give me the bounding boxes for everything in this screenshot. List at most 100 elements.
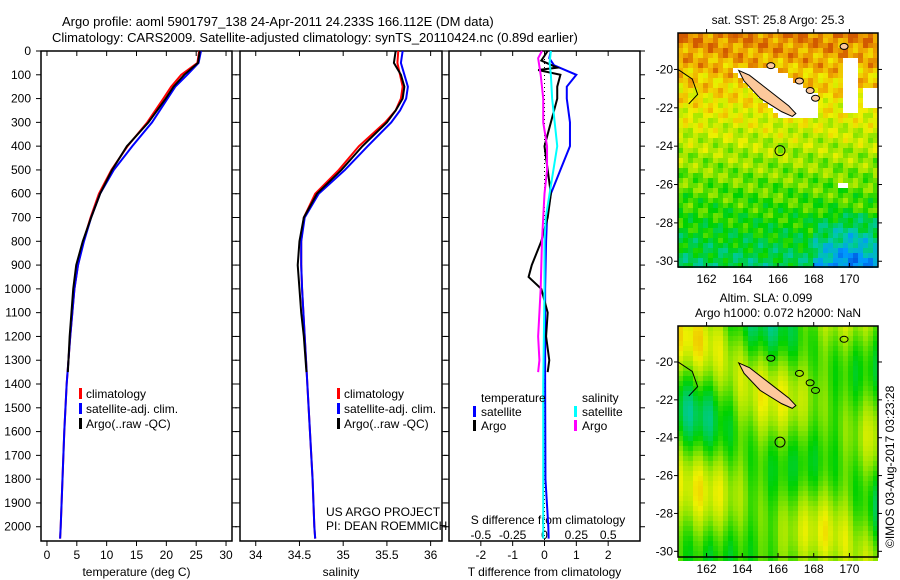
map-cell bbox=[863, 446, 868, 451]
map-cell bbox=[723, 43, 728, 48]
map-cell bbox=[863, 411, 868, 416]
map-cell bbox=[838, 233, 843, 238]
map-cell bbox=[863, 371, 868, 376]
map-cell bbox=[793, 258, 798, 263]
map-cell bbox=[713, 83, 718, 88]
map-cell bbox=[828, 431, 833, 436]
map-cell bbox=[873, 506, 878, 511]
map-cell bbox=[693, 148, 698, 153]
map-cell bbox=[833, 238, 838, 243]
map-cell bbox=[798, 38, 803, 43]
map-cell bbox=[678, 506, 683, 511]
map-cell bbox=[818, 461, 823, 466]
x-axis-label: T difference from climatology bbox=[468, 565, 622, 579]
map-cell bbox=[798, 178, 803, 183]
map-cell bbox=[758, 536, 763, 541]
map-cell bbox=[763, 461, 768, 466]
map-cell bbox=[768, 263, 773, 268]
map-cell bbox=[688, 43, 693, 48]
map-cell bbox=[713, 103, 718, 108]
map-cell bbox=[843, 396, 848, 401]
map-cell bbox=[703, 326, 708, 331]
map-cell bbox=[698, 466, 703, 471]
map-cell bbox=[738, 411, 743, 416]
map-cell bbox=[773, 138, 778, 143]
map-cell bbox=[738, 521, 743, 526]
map-cell bbox=[678, 178, 683, 183]
map-cell bbox=[823, 88, 828, 93]
map-cell bbox=[818, 421, 823, 426]
map-cell bbox=[783, 163, 788, 168]
map-cell bbox=[783, 213, 788, 218]
map-cell bbox=[753, 336, 758, 341]
map-cell bbox=[863, 501, 868, 506]
map-cell bbox=[793, 128, 798, 133]
map-cell bbox=[678, 188, 683, 193]
map-cell bbox=[743, 451, 748, 456]
map-cell bbox=[738, 208, 743, 213]
map-cell bbox=[788, 331, 793, 336]
map-cell bbox=[823, 58, 828, 63]
y-tick-label: -28 bbox=[656, 216, 674, 230]
map-cell bbox=[798, 401, 803, 406]
map-cell bbox=[678, 168, 683, 173]
map-cell bbox=[773, 336, 778, 341]
map-cell bbox=[708, 108, 713, 113]
map-cell bbox=[678, 193, 683, 198]
map-cell bbox=[818, 361, 823, 366]
map-cell bbox=[768, 481, 773, 486]
map-cell bbox=[718, 556, 723, 561]
map-cell bbox=[693, 123, 698, 128]
map-cell bbox=[698, 501, 703, 506]
map-cell bbox=[758, 326, 763, 331]
map-cell bbox=[708, 198, 713, 203]
map-cell bbox=[743, 491, 748, 496]
map-cell bbox=[773, 361, 778, 366]
map-cell bbox=[868, 451, 873, 456]
map-cell bbox=[823, 258, 828, 263]
map-cell bbox=[868, 118, 873, 123]
map-cell bbox=[753, 341, 758, 346]
map-cell bbox=[788, 521, 793, 526]
x-tick-label: 35.5 bbox=[375, 548, 399, 562]
map-cell bbox=[713, 406, 718, 411]
map-cell bbox=[838, 253, 843, 258]
map-cell bbox=[763, 233, 768, 238]
map-cell bbox=[768, 143, 773, 148]
map-cell bbox=[678, 88, 683, 93]
map-cell bbox=[833, 421, 838, 426]
map-cell bbox=[858, 476, 863, 481]
map-cell bbox=[763, 491, 768, 496]
map-cell bbox=[863, 253, 868, 258]
map-cell bbox=[873, 426, 878, 431]
map-cell bbox=[773, 263, 778, 268]
map-cell bbox=[808, 441, 813, 446]
map-cell bbox=[833, 446, 838, 451]
y-tick-label: -26 bbox=[656, 469, 674, 483]
map-cell bbox=[743, 218, 748, 223]
map-cell bbox=[833, 351, 838, 356]
map-cell bbox=[818, 396, 823, 401]
map-cell bbox=[823, 441, 828, 446]
map-cell bbox=[738, 341, 743, 346]
map-cell bbox=[793, 263, 798, 268]
map-cell bbox=[748, 426, 753, 431]
map-cell bbox=[698, 173, 703, 178]
title-line1: Argo profile: aoml 5901797_138 24-Apr-20… bbox=[62, 14, 494, 29]
map-cell bbox=[813, 326, 818, 331]
map-cell bbox=[703, 406, 708, 411]
map-cell bbox=[718, 208, 723, 213]
map-cell bbox=[873, 138, 878, 143]
map-cell bbox=[683, 411, 688, 416]
map-cell bbox=[823, 366, 828, 371]
map-cell bbox=[753, 411, 758, 416]
map-cell bbox=[803, 218, 808, 223]
map-cell bbox=[848, 351, 853, 356]
map-cell bbox=[803, 93, 808, 98]
map-cell bbox=[713, 148, 718, 153]
map-cell bbox=[803, 481, 808, 486]
map-cell bbox=[758, 78, 763, 83]
map-cell bbox=[798, 73, 803, 78]
map-cell bbox=[708, 516, 713, 521]
map-cell bbox=[723, 243, 728, 248]
